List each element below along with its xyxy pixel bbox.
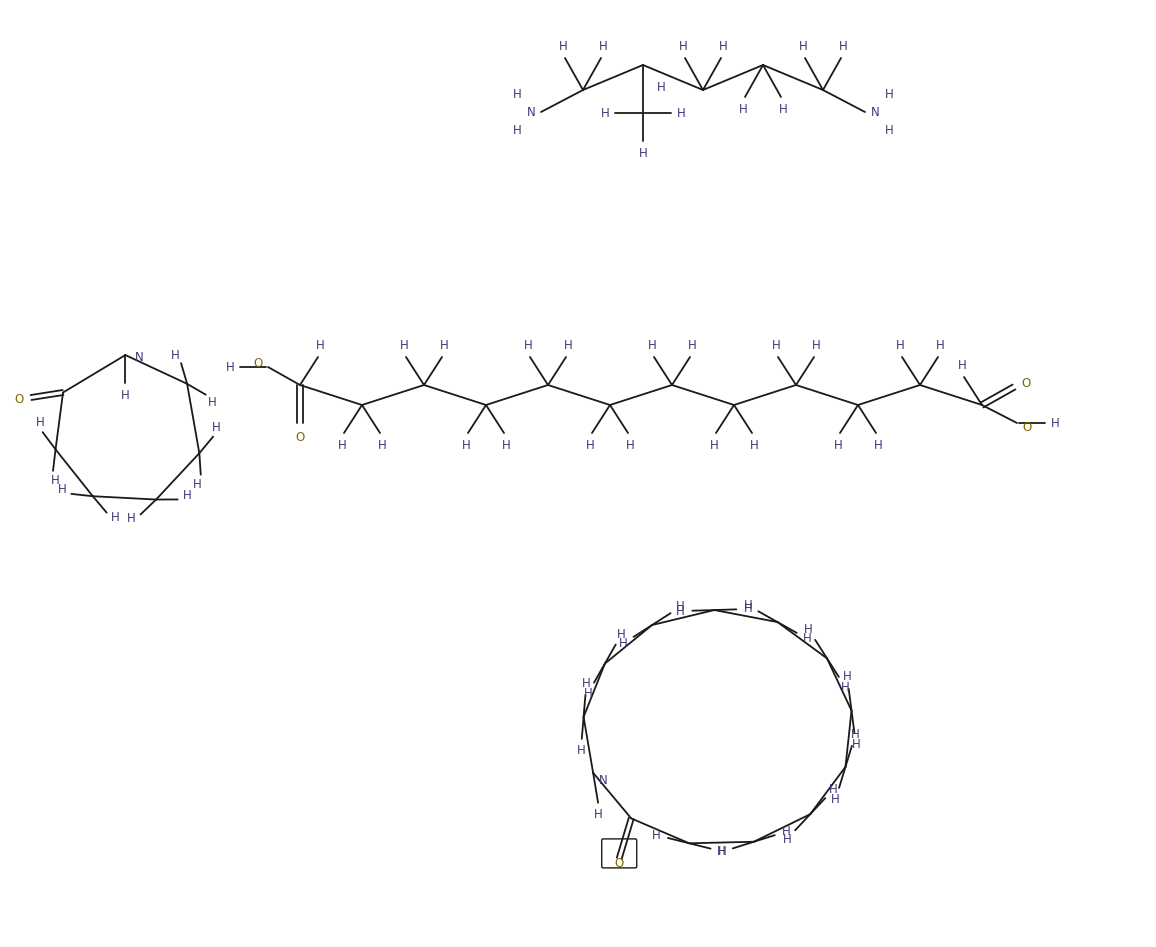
Text: H: H [577, 744, 585, 758]
Text: H: H [676, 600, 686, 614]
Text: H: H [51, 474, 60, 487]
Text: H: H [316, 338, 325, 351]
Text: H: H [935, 338, 944, 351]
Text: H: H [36, 416, 44, 429]
Text: N: N [870, 105, 880, 118]
Text: H: H [657, 80, 666, 94]
Text: H: H [710, 438, 718, 452]
Text: H: H [679, 40, 688, 52]
Text: H: H [111, 510, 120, 524]
Text: N: N [599, 775, 608, 787]
Text: H: H [874, 438, 882, 452]
Text: H: H [127, 511, 135, 525]
Text: H: H [812, 338, 821, 351]
Text: H: H [833, 438, 843, 452]
Text: H: H [676, 106, 686, 119]
Text: H: H [617, 628, 627, 640]
Text: H: H [599, 40, 607, 52]
Text: H: H [439, 338, 449, 351]
Text: N: N [527, 105, 535, 118]
Text: H: H [884, 87, 894, 100]
Text: H: H [625, 438, 635, 452]
Text: N: N [135, 350, 143, 364]
Text: H: H [739, 102, 748, 116]
Text: H: H [719, 40, 727, 52]
Text: H: H [121, 388, 129, 402]
Text: H: H [183, 490, 191, 502]
Text: H: H [957, 359, 966, 371]
Text: H: H [601, 106, 609, 119]
Text: H: H [512, 87, 521, 100]
Text: H: H [594, 809, 602, 821]
Text: H: H [781, 825, 791, 838]
Text: O: O [615, 857, 624, 870]
Text: H: H [840, 681, 850, 693]
Text: H: H [647, 338, 657, 351]
Text: H: H [688, 338, 696, 351]
Text: O: O [14, 393, 23, 406]
Text: H: H [558, 40, 568, 52]
Text: H: H [676, 604, 684, 617]
Text: H: H [852, 738, 860, 751]
Text: H: H [831, 793, 840, 806]
Text: H: H [851, 728, 860, 741]
Text: H: H [502, 438, 511, 452]
Text: H: H [783, 832, 792, 846]
Text: H: H [652, 829, 660, 842]
Text: H: H [584, 687, 592, 700]
Text: H: H [638, 147, 647, 159]
Text: H: H [581, 676, 591, 689]
Text: H: H [461, 438, 470, 452]
Text: O: O [1022, 377, 1031, 389]
Text: H: H [171, 348, 179, 362]
Text: H: H [564, 338, 572, 351]
Text: H: H [586, 438, 594, 452]
Text: H: H [512, 123, 521, 136]
Text: H: H [805, 623, 813, 636]
Text: H: H [193, 477, 202, 491]
Text: H: H [799, 40, 807, 52]
Text: H: H [829, 783, 838, 795]
Text: O: O [253, 356, 262, 369]
Text: O: O [1022, 420, 1031, 434]
FancyBboxPatch shape [602, 839, 637, 867]
Text: H: H [802, 633, 812, 645]
Text: H: H [838, 40, 847, 52]
Text: H: H [207, 396, 216, 409]
Text: H: H [378, 438, 386, 452]
Text: H: H [843, 670, 852, 684]
Text: H: H [718, 845, 727, 858]
Text: H: H [884, 123, 894, 136]
Text: H: H [743, 599, 753, 612]
Text: H: H [779, 102, 787, 116]
Text: H: H [744, 602, 753, 616]
Text: H: H [717, 846, 726, 859]
Text: H: H [749, 438, 758, 452]
Text: H: H [212, 420, 221, 434]
Text: H: H [58, 483, 67, 495]
Text: H: H [771, 338, 780, 351]
Text: H: H [225, 361, 235, 373]
Text: H: H [896, 338, 904, 351]
Text: H: H [524, 338, 533, 351]
Text: H: H [400, 338, 408, 351]
Text: H: H [620, 637, 628, 650]
Text: H: H [1051, 417, 1059, 430]
Text: H: H [338, 438, 347, 452]
Text: O: O [296, 431, 305, 443]
